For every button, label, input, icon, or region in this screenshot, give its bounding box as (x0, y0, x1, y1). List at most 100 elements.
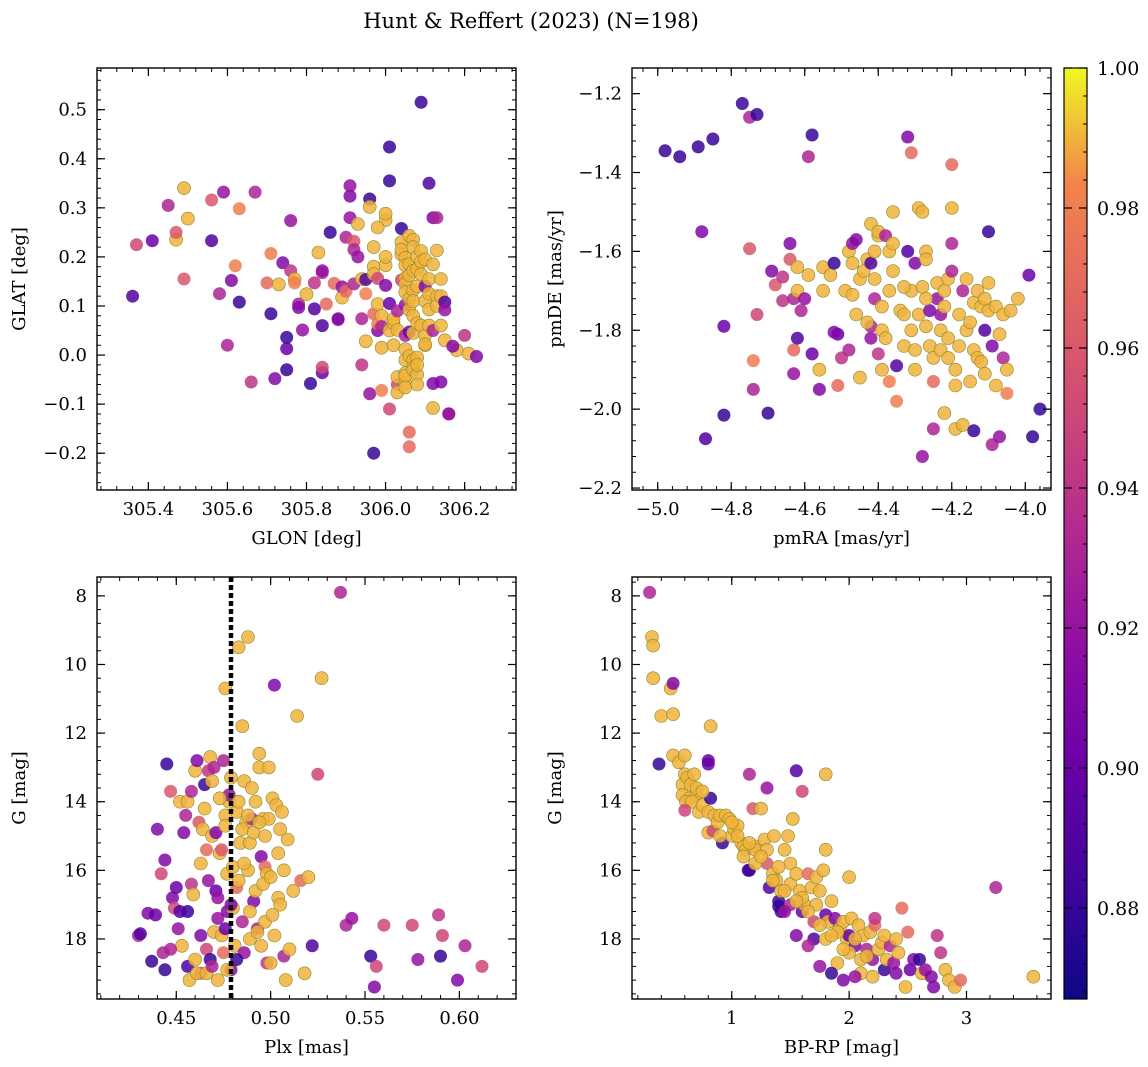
x-tick-label: −5.0 (636, 499, 680, 520)
figure-title: Hunt & Reffert (2023) (N=198) (363, 9, 699, 33)
y-tick-label: 0.4 (58, 149, 87, 170)
y-tick-label: 14 (599, 792, 622, 813)
scatter-point (311, 245, 326, 260)
scatter-point (271, 277, 286, 292)
scatter-point (825, 966, 838, 980)
scatter-point (426, 401, 440, 415)
y-tick-label: 12 (599, 723, 622, 744)
scatter-point (812, 884, 827, 898)
scatter-point (812, 362, 827, 377)
scatter-point (282, 942, 297, 957)
scatter-point (205, 774, 219, 788)
scatter-point (231, 873, 246, 888)
scatter-point (205, 959, 219, 973)
scatter-point (305, 939, 319, 953)
scatter-point (247, 894, 261, 908)
scatter-point (871, 347, 885, 361)
scatter-point (1033, 402, 1047, 416)
scatter-point (277, 863, 291, 878)
scatter-point (377, 918, 391, 932)
scatter-point (801, 268, 816, 282)
colorbar-tick-label: 0.92 (1097, 618, 1139, 640)
scatter-point (186, 887, 201, 902)
scatter-point (765, 873, 780, 888)
scatter-point (878, 331, 893, 346)
scatter-point (161, 198, 175, 212)
scatter-point (364, 949, 378, 963)
scatter-point (901, 925, 915, 939)
scatter-point (243, 904, 257, 919)
scatter-point (299, 287, 314, 302)
y-tick-label: 0.3 (58, 198, 87, 219)
scatter-point (761, 406, 775, 420)
scatter-point (367, 446, 381, 460)
scatter-point (695, 225, 709, 239)
scatter-point (687, 767, 702, 782)
scatter-point (967, 424, 981, 438)
scatter-point (260, 276, 274, 290)
scatter-point (746, 354, 760, 368)
scatter-point (252, 815, 267, 830)
scatter-point (989, 881, 1003, 894)
scatter-point (977, 291, 992, 306)
scatter-point (724, 815, 739, 830)
scatter-point (265, 908, 280, 922)
scatter-point (789, 894, 804, 909)
y-tick-label: −1.8 (578, 320, 622, 341)
scatter-point (209, 826, 223, 840)
scatter-point (383, 140, 396, 154)
x-tick-label: 0.50 (251, 1008, 291, 1029)
scatter-point (789, 764, 803, 778)
scatter-point (241, 808, 255, 823)
scatter-point (271, 846, 286, 861)
y-tick-label: 10 (599, 654, 622, 675)
x-tick-label: −4.0 (1003, 499, 1047, 520)
scatter-point (145, 954, 159, 968)
scatter-point (923, 304, 937, 318)
scatter-point (996, 351, 1010, 365)
x-tick-label: 1 (726, 1008, 737, 1029)
scatter-point (177, 272, 191, 286)
scatter-point (889, 966, 903, 980)
scatter-point (190, 754, 204, 768)
scatter-point (130, 238, 143, 252)
scatter-point (224, 274, 238, 287)
scatter-point (154, 867, 168, 881)
scatter-point (358, 334, 373, 349)
scatter-point (411, 953, 425, 966)
x-axis-label: GLON [deg] (251, 528, 361, 549)
scatter-point (435, 929, 449, 942)
scatter-point (224, 898, 238, 912)
scatter-point (217, 754, 230, 768)
scatter-point (315, 264, 329, 278)
x-tick-label: 306.0 (360, 499, 412, 520)
colorbar-gradient (1063, 67, 1088, 1000)
y-tick-label: 0.5 (58, 100, 87, 121)
y-tick-label: 16 (64, 860, 87, 881)
scatter-point (889, 932, 903, 946)
y-tick-label: 8 (611, 586, 622, 607)
scatter-point (212, 791, 227, 806)
scatter-point (218, 922, 232, 936)
scatter-point (778, 905, 792, 918)
scatter-point (406, 294, 421, 308)
scatter-point (865, 969, 880, 984)
scatter-point (248, 185, 262, 199)
scatter-point (903, 963, 917, 977)
scatter-point (434, 949, 447, 963)
scatter-point (164, 784, 178, 798)
scatter-point (944, 201, 959, 215)
scatter-point (264, 247, 278, 260)
scatter-point (177, 181, 191, 195)
scatter-point (426, 257, 440, 272)
scatter-point (181, 211, 195, 226)
colorbar-tick-label: 0.88 (1097, 898, 1139, 920)
scatter-point (334, 585, 347, 599)
y-tick-label: 16 (599, 860, 622, 881)
subplot-pmra_pmde: −5.0 −4.8 −4.6 −4.4 −4.2 −4.0 −2.2 −2.0 −1.8 −1.6… (545, 67, 1052, 549)
scatter-point (816, 863, 831, 878)
scatter-point (776, 294, 790, 308)
scatter-point (276, 256, 290, 270)
scatter-point (789, 866, 804, 881)
scatter-point (783, 237, 797, 250)
